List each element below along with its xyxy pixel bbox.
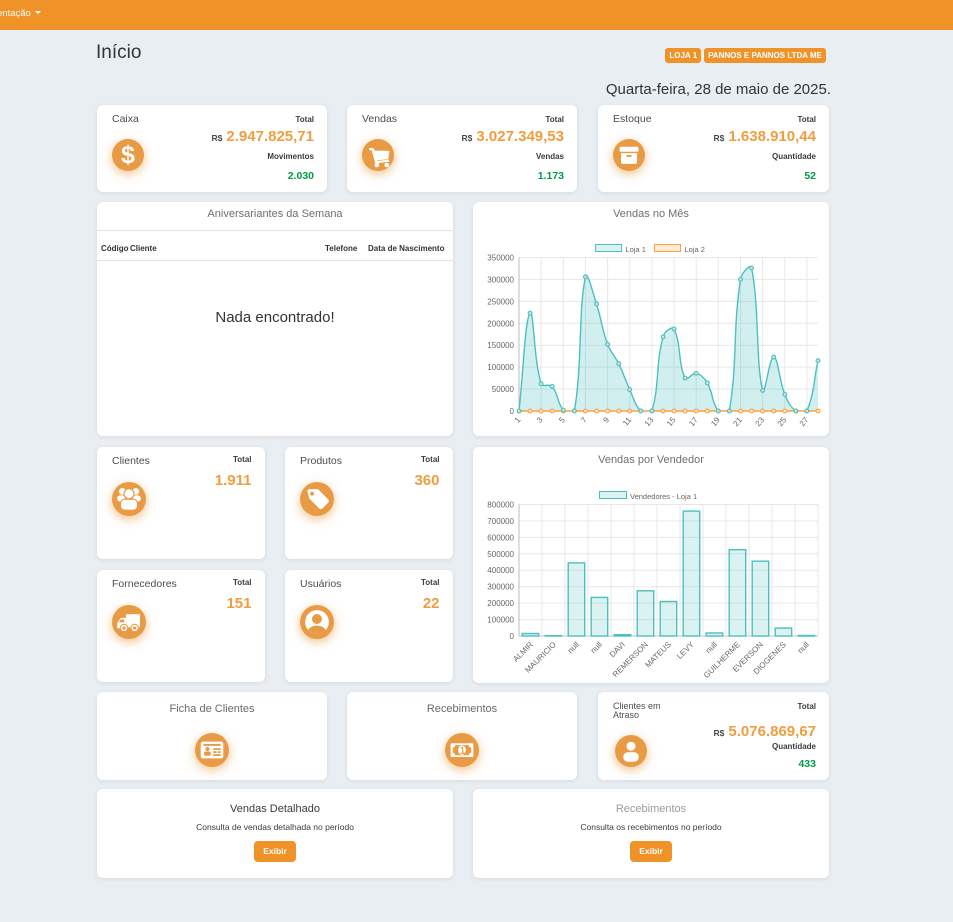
svg-text:200000: 200000 <box>487 319 514 328</box>
svg-text:300000: 300000 <box>487 275 514 284</box>
svg-text:3: 3 <box>535 415 545 425</box>
svg-text:800000: 800000 <box>487 501 514 510</box>
svg-text:7: 7 <box>579 415 589 425</box>
svg-text:null: null <box>796 640 811 655</box>
svg-text:400000: 400000 <box>487 566 514 575</box>
svg-text:50000: 50000 <box>492 385 515 394</box>
svg-text:1: 1 <box>513 415 523 425</box>
svg-text:200000: 200000 <box>487 599 514 608</box>
svg-text:21: 21 <box>731 415 744 428</box>
svg-text:null: null <box>589 640 604 655</box>
svg-text:11: 11 <box>621 415 634 428</box>
svg-text:150000: 150000 <box>487 341 514 350</box>
svg-text:100000: 100000 <box>487 363 514 372</box>
svg-text:LEVY: LEVY <box>675 640 696 661</box>
svg-text:17: 17 <box>687 415 700 428</box>
svg-text:19: 19 <box>709 415 722 428</box>
svg-text:null: null <box>704 640 719 655</box>
svg-text:5: 5 <box>557 415 567 425</box>
svg-text:DAVI: DAVI <box>608 640 627 659</box>
svg-text:0: 0 <box>510 407 515 416</box>
svg-text:300000: 300000 <box>487 583 514 592</box>
svg-text:350000: 350000 <box>487 254 514 263</box>
svg-text:null: null <box>566 640 581 655</box>
svg-text:100000: 100000 <box>487 616 514 625</box>
svg-text:0: 0 <box>510 632 515 641</box>
svg-text:250000: 250000 <box>487 297 514 306</box>
svg-text:600000: 600000 <box>487 533 514 542</box>
svg-text:13: 13 <box>643 415 656 428</box>
svg-text:27: 27 <box>798 415 811 428</box>
svg-text:9: 9 <box>601 415 611 425</box>
svg-text:15: 15 <box>665 415 678 428</box>
svg-text:23: 23 <box>754 415 767 428</box>
svg-text:500000: 500000 <box>487 550 514 559</box>
svg-text:25: 25 <box>776 415 789 428</box>
svg-text:700000: 700000 <box>487 517 514 526</box>
